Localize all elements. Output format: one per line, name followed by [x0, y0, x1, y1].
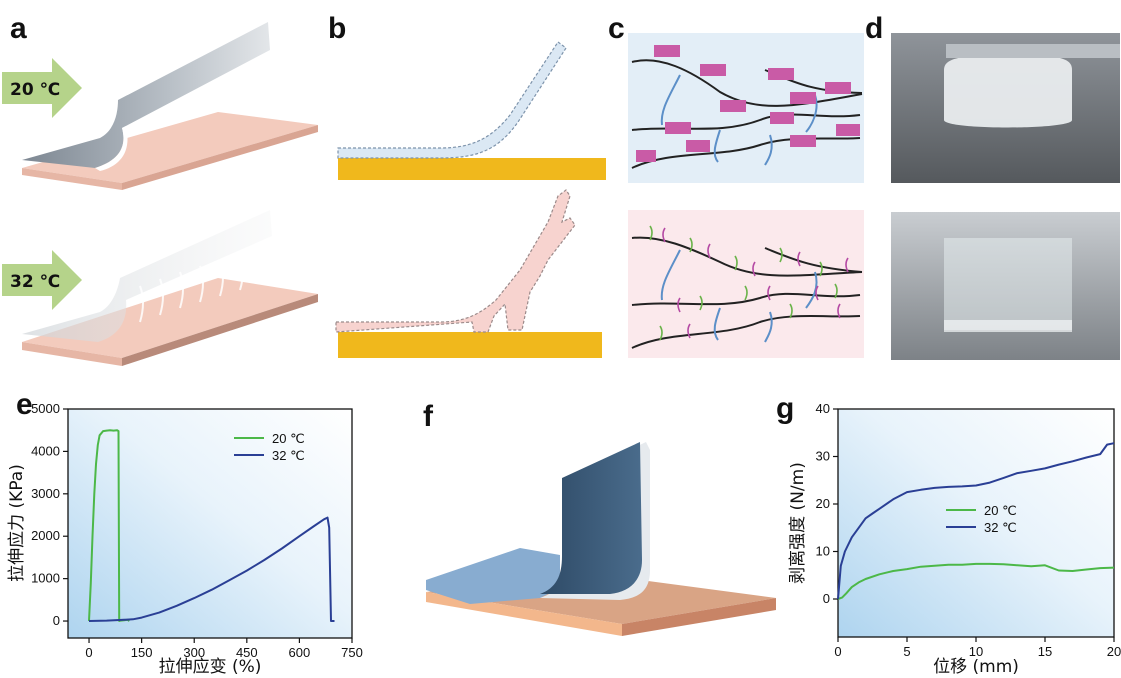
- y-tick-label: 0: [823, 591, 830, 606]
- chart-e-ylabel: 拉伸应力 (KPa): [7, 464, 27, 582]
- panel-label-a: a: [10, 12, 27, 45]
- legend-label: 32 ℃: [984, 520, 1017, 535]
- x-tick-label: 0: [834, 644, 841, 659]
- y-tick-label: 4000: [31, 443, 60, 458]
- y-tick-label: 0: [53, 613, 60, 628]
- y-tick-label: 5000: [31, 401, 60, 416]
- chart-e-plot-area: [68, 409, 352, 638]
- legend-label: 20 ℃: [984, 503, 1017, 518]
- film-f-flat: [426, 548, 560, 604]
- panel-d-photos: [891, 33, 1120, 360]
- arrow-20c: [2, 58, 82, 118]
- panel-a-illustration: 20 ℃ 32 ℃: [2, 22, 318, 366]
- y-tick-label: 2000: [31, 528, 60, 543]
- panel-label-d: d: [865, 12, 884, 45]
- warm-film: [335, 189, 576, 333]
- peeled-tape-bottom: [22, 210, 272, 342]
- y-tick-label: 20: [816, 496, 830, 511]
- peeled-tape-top: [22, 22, 270, 168]
- chart-g-legend: 20 ℃ 32 ℃: [946, 503, 1017, 535]
- chart-e: 0 150 300 450 600 750 0 1000 2000 3000 4000 5000 20…: [7, 401, 363, 677]
- panel-label-f: f: [423, 400, 433, 433]
- chart-g-xlabel: 位移 (mm): [933, 657, 1019, 677]
- x-tick-label: 20: [1107, 644, 1121, 659]
- arrow-32c: [2, 250, 82, 310]
- series-line-blue: [837, 442, 1115, 600]
- panel-c-illustration: [628, 33, 864, 358]
- x-tick-label: 600: [289, 645, 311, 660]
- y-tick-label: 40: [816, 401, 830, 416]
- chart-g-plot-area: [838, 409, 1114, 637]
- chart-g-ylabel: 剥离强度 (N/m): [788, 462, 808, 584]
- x-tick-label: 300: [183, 645, 205, 660]
- x-tick-label: 10: [969, 644, 983, 659]
- gold-substrate-bottom: [338, 332, 602, 358]
- panel-label-e: e: [16, 388, 33, 421]
- chart-e-frame: [67, 408, 353, 639]
- panel-f-illustration: [426, 442, 776, 636]
- chart-g-lines: [837, 442, 1115, 600]
- chart-e-lines: [88, 429, 335, 622]
- legend-label: 20 ℃: [272, 431, 305, 446]
- legend-label: 32 ℃: [272, 448, 305, 463]
- series-line-blue: [88, 516, 335, 622]
- x-tick-label: 0: [85, 645, 92, 660]
- gold-substrate-top: [338, 158, 606, 180]
- panel-b-illustration: [335, 41, 606, 358]
- x-tick-label: 450: [236, 645, 258, 660]
- arrow-32c-label: 32 ℃: [10, 272, 60, 292]
- y-tick-label: 1000: [31, 571, 60, 586]
- cold-film: [337, 41, 567, 159]
- y-tick-label: 3000: [31, 486, 60, 501]
- y-tick-label: 30: [816, 449, 830, 464]
- panel-label-g: g: [776, 392, 795, 425]
- film-f-peeled: [540, 442, 642, 594]
- x-tick-label: 15: [1038, 644, 1052, 659]
- x-tick-label: 150: [131, 645, 153, 660]
- arrow-20c-label: 20 ℃: [10, 80, 60, 100]
- y-tick-label: 10: [816, 544, 830, 559]
- x-tick-label: 750: [341, 645, 363, 660]
- x-tick-label: 5: [903, 644, 910, 659]
- network-warm-bg: [628, 210, 864, 358]
- chart-e-ticks: 0 150 300 450 600 750 0 1000 2000 3000 4000 5000: [31, 401, 363, 660]
- series-line-green: [837, 562, 1115, 600]
- chart-e-legend: 20 ℃ 32 ℃: [234, 431, 305, 463]
- chart-g: 0 5 10 15 20 0 10 20 30 40 20 ℃ 32 ℃ 位移 (mm) 剥离强度 …: [788, 401, 1121, 677]
- chart-e-xlabel: 拉伸应变 (%): [159, 657, 262, 677]
- panel-label-b: b: [328, 12, 347, 45]
- panel-label-c: c: [608, 12, 625, 45]
- chart-g-ticks: 0 5 10 15 20 0 10 20 30 40: [816, 401, 1121, 659]
